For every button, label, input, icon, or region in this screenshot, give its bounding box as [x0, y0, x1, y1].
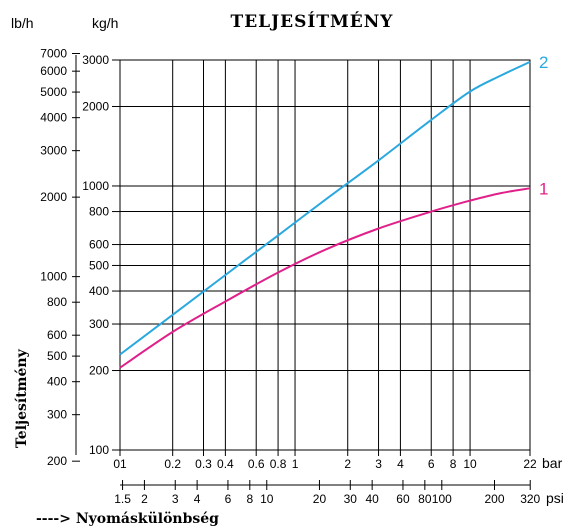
- bar-tick-label: 8: [450, 457, 457, 471]
- kgh-tick-label: 2000: [82, 99, 109, 113]
- lbh-tick-label: 2000: [40, 190, 67, 204]
- kgh-tick-label: 300: [89, 317, 109, 331]
- y-axis-title: Teljesítmény: [14, 348, 30, 448]
- lbh-unit-label: lb/h: [11, 15, 34, 31]
- lbh-tick-label: 800: [47, 295, 67, 309]
- psi-tick-label: 80: [418, 492, 432, 506]
- psi-tick-label: 6: [225, 492, 232, 506]
- psi-tick-label: 40: [365, 492, 379, 506]
- psi-unit-label: psi: [546, 490, 564, 506]
- lbh-tick-label: 1000: [40, 270, 67, 284]
- psi-tick-label: 4: [194, 492, 201, 506]
- kgh-tick-label: 600: [89, 238, 109, 252]
- kgh-tick-label: 800: [89, 205, 109, 219]
- series-layer: [119, 60, 531, 369]
- bar-tick-label: 2: [344, 457, 351, 471]
- bar-tick-label: 10: [463, 457, 477, 471]
- bar-tick-label: 3: [375, 457, 382, 471]
- grid: [119, 59, 531, 451]
- psi-tick-label: 320: [520, 492, 540, 506]
- bar-tick-label: 0.2: [164, 457, 181, 471]
- psi-tick-label: 200: [484, 492, 504, 506]
- plot-frame: [119, 59, 531, 451]
- lbh-tick-label: 400: [47, 375, 67, 389]
- kgh-tick-label: 500: [89, 258, 109, 272]
- psi-tick-label: 8: [246, 492, 253, 506]
- kgh-tick-label: 400: [89, 284, 109, 298]
- lbh-tick-label: 500: [47, 349, 67, 363]
- tick-labels: 01 0.2 0.3 0.4 0.6 0.8 1 2 3 4 6 8 10 221002003004005…: [40, 46, 548, 506]
- lbh-tick-label: 200: [47, 454, 67, 468]
- kgh-tick-label: 1000: [82, 179, 109, 193]
- lbh-tick-label: 5000: [40, 85, 67, 99]
- psi-tick-label: 20: [313, 492, 327, 506]
- psi-tick-label: 2: [141, 492, 148, 506]
- psi-tick-label: 60: [396, 492, 410, 506]
- bar-unit-label: bar: [542, 455, 563, 471]
- bar-tick-label: 0.3: [195, 457, 212, 471]
- series-label-1: 1: [539, 179, 548, 198]
- kgh-tick-label: 100: [89, 443, 109, 457]
- lbh-tick-label: 4000: [40, 111, 67, 125]
- bar-tick-label: 22: [523, 457, 537, 471]
- chart-title: TELJESÍTMÉNY: [231, 11, 394, 32]
- bar-tick-label: 0.8: [270, 457, 287, 471]
- psi-tick-label: 3: [172, 492, 179, 506]
- series-label-2: 2: [539, 53, 548, 72]
- lbh-tick-label: 3000: [40, 144, 67, 158]
- x-axis-title: ----> Nyomáskülönbség: [36, 511, 219, 527]
- series-line-2: [119, 60, 531, 356]
- psi-tick-label: 30: [344, 492, 358, 506]
- kgh-tick-label: 200: [89, 364, 109, 378]
- bar-tick-label: 0.4: [217, 457, 234, 471]
- psi-tick-label: 10: [260, 492, 274, 506]
- lbh-tick-label: 300: [47, 408, 67, 422]
- lbh-tick-label: 6000: [40, 64, 67, 78]
- bar-tick-label: 6: [428, 457, 435, 471]
- bar-tick-label: 0.6: [248, 457, 265, 471]
- axes: [72, 52, 531, 490]
- bar-tick-label: 01: [113, 457, 127, 471]
- bar-tick-label: 1: [292, 457, 299, 471]
- kgh-unit-label: kg/h: [92, 15, 118, 31]
- psi-tick-label: 1.5: [114, 492, 131, 506]
- lbh-tick-label: 600: [47, 328, 67, 342]
- kgh-tick-label: 3000: [82, 53, 109, 67]
- psi-tick-label: 100: [432, 492, 452, 506]
- lbh-tick-label: 7000: [40, 46, 67, 60]
- series-line-1: [119, 187, 531, 369]
- bar-tick-label: 4: [397, 457, 404, 471]
